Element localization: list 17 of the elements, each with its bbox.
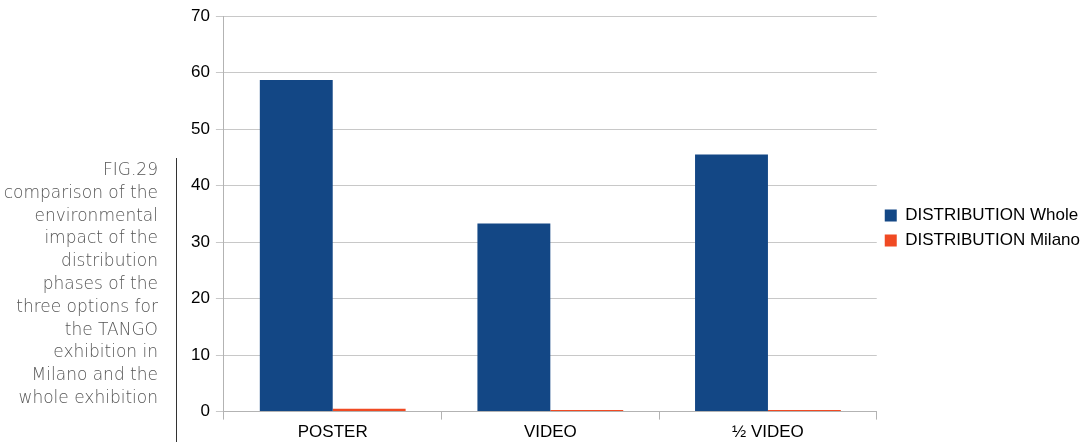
bar <box>695 154 768 412</box>
text: FIG.29 comparison of the environmental impact of the distribution phases of the three options for the TANGO exhibition in Milano and the whole exhibition <box>3 159 158 407</box>
y-tick-label: 10 <box>190 344 210 364</box>
x-tick-label: POSTER <box>297 422 368 442</box>
y-tick-label: 50 <box>190 118 210 138</box>
y-tick-label: 30 <box>190 231 210 251</box>
x-tick-label: VIDEO <box>523 422 577 442</box>
bar <box>477 223 551 412</box>
legend-label: DISTRIBUTION Milano <box>905 230 1080 250</box>
y-tick-label: 20 <box>190 288 210 308</box>
y-tick-label: 70 <box>190 5 210 25</box>
legend-label: DISTRIBUTION Whole <box>905 205 1079 225</box>
bar <box>259 80 333 412</box>
y-tick-label: 60 <box>190 62 210 82</box>
x-tick-label: ½ VIDEO <box>732 422 804 442</box>
y-tick-label: 0 <box>200 401 210 421</box>
y-tick-label: 40 <box>190 175 210 195</box>
